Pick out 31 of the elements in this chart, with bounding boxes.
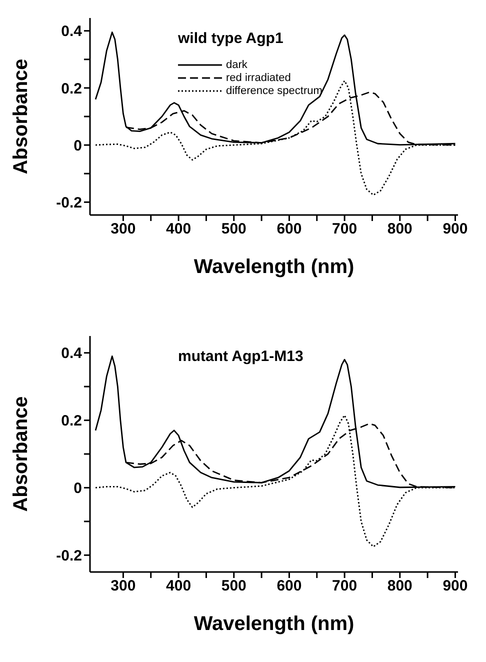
x-tick-label: 700 <box>332 220 358 238</box>
annotation: mutant Agp1-M13 <box>178 348 304 365</box>
x-tick-label: 900 <box>442 578 468 595</box>
x-tick-label: 300 <box>110 220 136 238</box>
x-tick-label: 600 <box>276 220 302 238</box>
y-tick-label: 0 <box>74 137 82 154</box>
x-tick-label: 700 <box>332 578 358 595</box>
y-tick-label: 0.2 <box>61 80 82 98</box>
x-tick-label: 600 <box>276 578 302 595</box>
y-tick-label: 0 <box>74 480 82 498</box>
y-tick-label: -0.2 <box>56 194 82 212</box>
x-tick-label: 500 <box>221 578 246 595</box>
y-axis-title: Absorbance <box>10 396 32 512</box>
x-tick-label: 400 <box>166 220 192 238</box>
x-tick-label: 500 <box>221 220 246 238</box>
x-tick-label: 800 <box>387 220 412 238</box>
x-tick-label: 900 <box>442 220 468 238</box>
annotation: wild type Agp1 <box>178 30 284 47</box>
x-tick-label: 400 <box>166 578 192 595</box>
legend-label: difference spectrum <box>226 84 322 96</box>
legend-label: red irradiated <box>226 72 291 84</box>
x-axis-title: Wavelength (nm) <box>194 613 354 635</box>
y-axis-title: Absorbance <box>10 58 32 174</box>
x-axis-title: Wavelength (nm) <box>194 256 354 278</box>
y-tick-label: 0.4 <box>61 345 83 362</box>
x-tick-label: 300 <box>110 578 136 595</box>
legend-label: dark <box>226 58 248 70</box>
y-tick-label: 0.2 <box>61 412 82 430</box>
y-tick-label: -0.2 <box>56 547 82 564</box>
y-tick-label: 0.4 <box>61 23 83 40</box>
x-tick-label: 800 <box>387 578 412 595</box>
